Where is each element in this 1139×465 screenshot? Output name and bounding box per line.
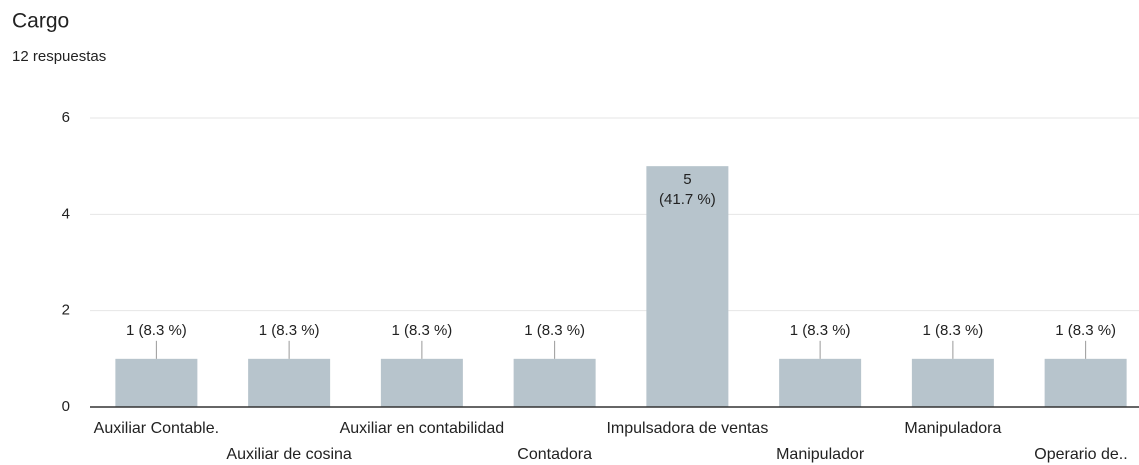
y-tick-label: 4	[62, 205, 70, 222]
data-label-line: 1 (8.3 %)	[524, 322, 585, 339]
x-tick-label: Operario de..	[1034, 446, 1127, 463]
data-label-line: 1 (8.3 %)	[922, 322, 983, 339]
data-label-line: 1 (8.3 %)	[259, 322, 320, 339]
bar	[911, 358, 994, 407]
data-label-line: (41.7 %)	[659, 191, 716, 208]
x-tick-label: Auxiliar en contabilidad	[340, 420, 505, 437]
data-label-line: 1 (8.3 %)	[1055, 322, 1116, 339]
data-label: 5 (41.7 %)	[659, 171, 716, 208]
chart-title: Cargo	[12, 10, 69, 33]
data-label: 1 (8.3 %)	[259, 322, 320, 339]
bar	[248, 358, 331, 407]
x-tick-label: Contadora	[517, 446, 592, 463]
data-label: 1 (8.3 %)	[391, 322, 452, 339]
y-tick-label: 6	[62, 109, 70, 126]
bar	[513, 358, 596, 407]
x-tick-label: Auxiliar de cosina	[226, 446, 352, 463]
bar	[646, 166, 729, 407]
data-label: 1 (8.3 %)	[126, 322, 187, 339]
x-tick-label: Manipulador	[776, 446, 865, 463]
x-tick-label: Auxiliar Contable.	[94, 420, 219, 437]
data-label: 1 (8.3 %)	[1055, 322, 1116, 339]
x-tick-label: Manipuladora	[904, 420, 1001, 437]
bar	[1044, 358, 1127, 407]
bar	[380, 358, 463, 407]
data-label-line: 5	[683, 171, 691, 188]
data-label-line: 1 (8.3 %)	[790, 322, 851, 339]
bar	[779, 358, 862, 407]
y-tick-label: 0	[62, 398, 70, 415]
bar	[115, 358, 198, 407]
x-tick-label: Impulsadora de ventas	[606, 420, 768, 437]
data-label: 1 (8.3 %)	[790, 322, 851, 339]
data-label-line: 1 (8.3 %)	[391, 322, 452, 339]
data-label: 1 (8.3 %)	[524, 322, 585, 339]
data-label-line: 1 (8.3 %)	[126, 322, 187, 339]
data-label: 1 (8.3 %)	[922, 322, 983, 339]
y-tick-label: 2	[62, 302, 70, 319]
chart-subtitle: 12 respuestas	[12, 48, 106, 65]
